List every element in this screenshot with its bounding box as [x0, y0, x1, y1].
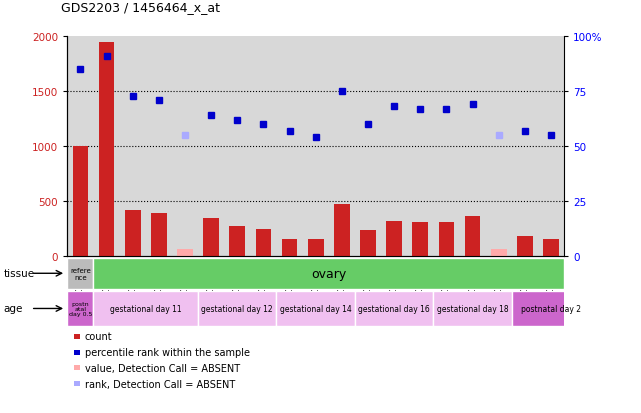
Bar	[99, 43, 114, 256]
Text: postnatal day 2: postnatal day 2	[521, 304, 581, 313]
Text: count: count	[85, 332, 113, 342]
Text: gestational day 12: gestational day 12	[201, 304, 273, 313]
Bar	[281, 240, 297, 256]
Bar	[387, 221, 402, 256]
Text: gestational day 11: gestational day 11	[110, 304, 181, 313]
Bar	[198, 291, 276, 326]
Bar	[512, 291, 590, 326]
Bar	[491, 249, 506, 256]
Text: gestational day 18: gestational day 18	[437, 304, 508, 313]
Bar	[438, 223, 454, 256]
Bar	[203, 219, 219, 256]
Text: refere
nce: refere nce	[70, 267, 91, 280]
Bar	[177, 249, 193, 256]
Bar	[465, 217, 480, 256]
Bar	[355, 291, 433, 326]
Text: age: age	[3, 304, 22, 314]
Bar	[229, 226, 245, 256]
Text: value, Detection Call = ABSENT: value, Detection Call = ABSENT	[85, 363, 240, 373]
Bar	[412, 222, 428, 256]
Bar	[360, 231, 376, 256]
Bar	[334, 204, 350, 256]
Text: gestational day 14: gestational day 14	[280, 304, 351, 313]
Text: ovary: ovary	[311, 267, 346, 280]
Bar	[276, 291, 355, 326]
Bar	[433, 291, 512, 326]
Bar	[517, 237, 533, 256]
Text: gestational day 16: gestational day 16	[358, 304, 430, 313]
Bar	[256, 230, 271, 256]
Bar	[94, 291, 198, 326]
Bar	[67, 258, 94, 289]
Bar	[151, 214, 167, 256]
Bar	[543, 239, 559, 256]
Text: GDS2203 / 1456464_x_at: GDS2203 / 1456464_x_at	[61, 2, 220, 14]
Text: tissue: tissue	[3, 268, 35, 279]
Bar	[72, 147, 88, 256]
Text: percentile rank within the sample: percentile rank within the sample	[85, 347, 250, 357]
Bar	[125, 210, 140, 256]
Text: rank, Detection Call = ABSENT: rank, Detection Call = ABSENT	[85, 379, 235, 389]
Bar	[308, 239, 324, 256]
Bar	[67, 291, 94, 326]
Text: postn
atal
day 0.5: postn atal day 0.5	[69, 301, 92, 317]
